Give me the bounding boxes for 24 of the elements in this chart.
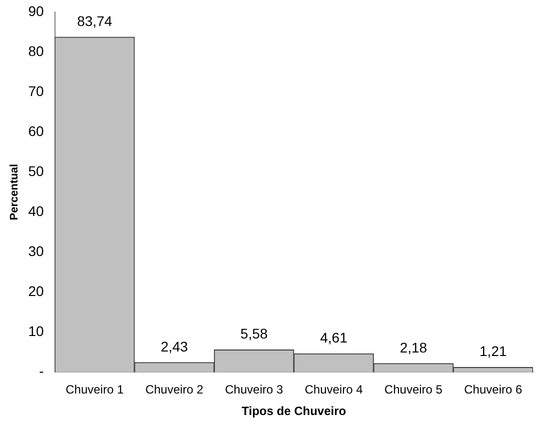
data-label: 1,21 [480, 343, 507, 360]
data-label: 83,74 [77, 12, 112, 29]
data-label: 2,18 [400, 339, 428, 356]
y-tick-label: 80 [28, 42, 44, 59]
x-tick-label: Chuveiro 3 [225, 382, 284, 397]
y-axis-title: Percentual [8, 164, 21, 220]
y-tick-label: - [39, 363, 44, 380]
data-label: 4,61 [320, 330, 348, 346]
y-tick-label: 30 [28, 242, 44, 259]
x-tick-label: Chuveiro 6 [464, 382, 522, 397]
x-tick-label: Chuveiro 4 [304, 382, 364, 397]
y-tick-label: 20 [28, 283, 44, 300]
y-tick-label: 10 [28, 323, 44, 340]
y-tick-label: 70 [28, 82, 44, 99]
x-tick-label: Chuveiro 5 [384, 382, 443, 397]
y-tick-label: 60 [28, 122, 44, 139]
data-label: 5,58 [240, 326, 268, 342]
y-tick-label: 40 [28, 202, 44, 219]
x-tick-label: Chuveiro 1 [66, 382, 124, 397]
x-axis-title: Tipos de Chuveiro [242, 404, 346, 418]
y-tick-label: 50 [28, 162, 44, 179]
x-tick-label: Chuveiro 2 [145, 382, 204, 397]
y-tick-label: 90 [28, 2, 44, 19]
data-label: 2,43 [160, 338, 188, 354]
